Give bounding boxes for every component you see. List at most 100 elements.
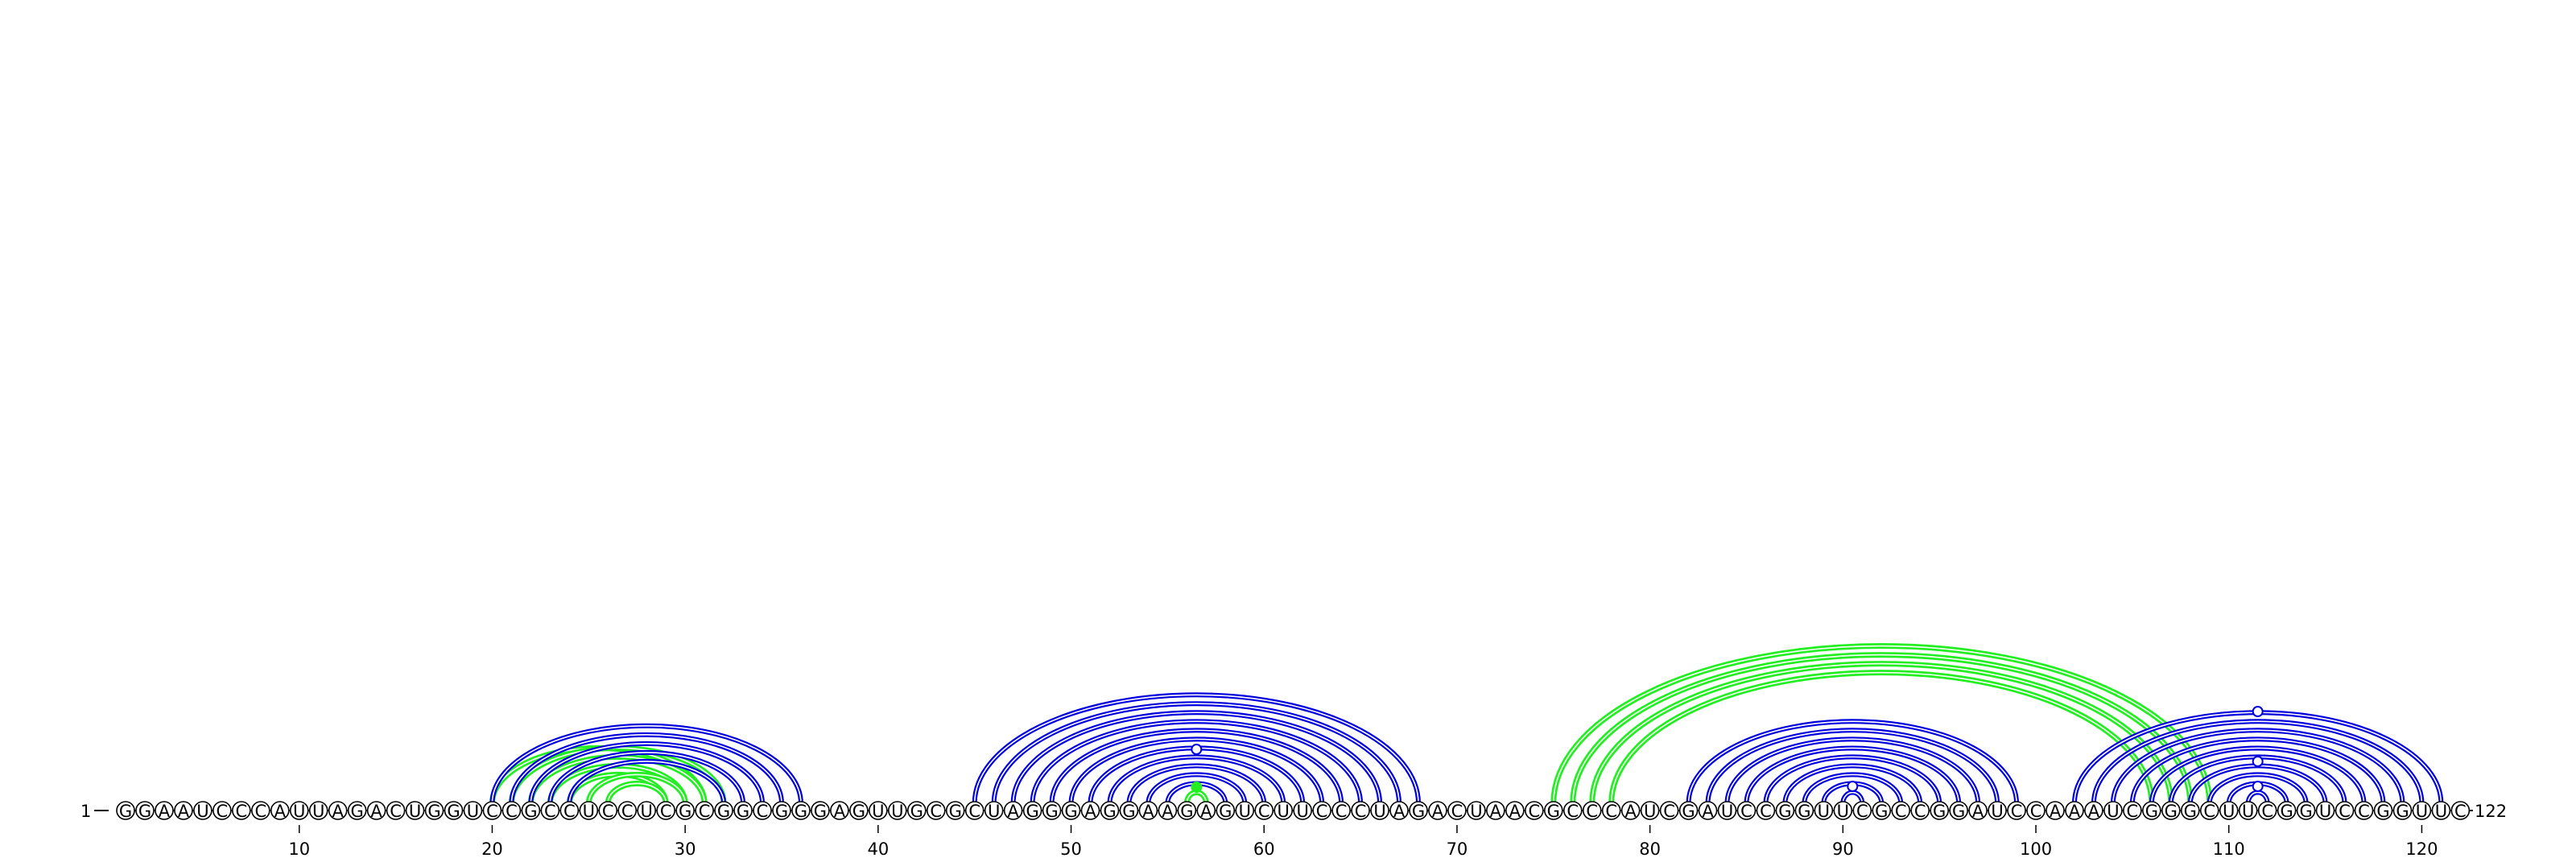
primary-pair-arc-core: [1803, 773, 1902, 804]
nucleotide: C: [386, 801, 406, 821]
nucleotide-circle: [753, 801, 772, 820]
nucleotide-letter: U: [312, 802, 324, 821]
primary-pair-arc-core: [1147, 773, 1246, 804]
nucleotide: U: [888, 801, 907, 821]
primary-pair-arc-core: [1842, 791, 1864, 804]
nucleotide: G: [116, 801, 135, 821]
nucleotide-circle: [733, 801, 753, 820]
nucleotide-letter: G: [2165, 802, 2178, 821]
nucleotide-circle: [366, 801, 386, 820]
nucleotide-letter: G: [1122, 802, 1135, 821]
nucleotide: G: [347, 801, 367, 821]
nucleotide: G: [1022, 801, 1042, 821]
primary-pair-arc-core: [568, 761, 724, 804]
nucleotide-circle: [155, 801, 174, 820]
nucleotide-letter: C: [1605, 802, 1617, 821]
nucleotide-circle: [1216, 801, 1236, 820]
nucleotide-circle: [1274, 801, 1293, 820]
nucleotide-letter: C: [2261, 802, 2273, 821]
nucleotide-letter: G: [1412, 802, 1425, 821]
nucleotide: C: [1351, 801, 1370, 821]
nucleotide-letter: A: [1432, 802, 1444, 821]
nucleotide-circle: [405, 801, 425, 820]
nucleotide-circle: [1678, 801, 1699, 820]
nucleotide: C: [232, 801, 251, 821]
nucleotide-letter: G: [814, 802, 827, 821]
nucleotide-letter: G: [427, 802, 440, 821]
nucleotide: G: [2142, 801, 2161, 821]
nucleotide: G: [444, 801, 464, 821]
nucleotide-circle: [811, 801, 830, 820]
nucleotide-circle: [2315, 801, 2335, 820]
nucleotide-letter: G: [737, 802, 749, 821]
nucleotide: A: [1158, 801, 1178, 821]
nucleotide: A: [1505, 801, 1525, 821]
nucleotide-circle: [1717, 801, 1737, 820]
tick-label: 110: [2213, 839, 2245, 858]
nucleotide-circle: [1331, 801, 1351, 820]
nucleotide-circle: [289, 801, 309, 820]
nucleotide-letter: A: [1084, 802, 1096, 821]
nucleotide-circle: [2065, 801, 2084, 820]
nucleotide: G: [2277, 801, 2297, 821]
nucleotide-letter: U: [583, 802, 595, 821]
tick-label: 60: [1253, 839, 1275, 858]
nucleotide: C: [1312, 801, 1331, 821]
nucleotide-circle: [675, 801, 695, 820]
nucleotide-circle: [1100, 801, 1120, 820]
nucleotide: A: [830, 801, 849, 821]
nucleotide: G: [2180, 801, 2200, 821]
nucleotide-letter: C: [660, 802, 672, 821]
nucleotide: C: [964, 801, 985, 821]
tick-label: 70: [1447, 839, 1468, 858]
nucleotide: C: [482, 801, 502, 821]
nucleotide-circle: [1293, 801, 1312, 820]
open-loop-marker: [1191, 744, 1203, 755]
nucleotide-letter: G: [2184, 802, 2197, 821]
nucleotide-circle: [1119, 801, 1139, 820]
nucleotide-circle: [2219, 801, 2239, 820]
nucleotide-letter: C: [1258, 802, 1270, 821]
nucleotide: C: [1891, 801, 1911, 821]
nucleotide-circle: [521, 801, 541, 820]
start-label: 1: [80, 802, 91, 821]
nucleotide-circle: [598, 801, 618, 820]
nucleotide-circle: [1620, 801, 1641, 820]
nucleotide: C: [1331, 801, 1351, 821]
nucleotide-letter: G: [775, 802, 788, 821]
nucleotide: G: [1678, 801, 1699, 821]
nucleotide-letter: C: [1335, 802, 1348, 821]
nucleotide-letter: U: [1470, 802, 1482, 821]
nucleotide-letter: C: [486, 802, 498, 821]
nucleotide: C: [1756, 801, 1776, 821]
nucleotide-letter: G: [1798, 802, 1810, 821]
nucleotide-letter: A: [1702, 802, 1714, 821]
primary-pair-arc-core: [1707, 729, 1998, 804]
nucleotide: C: [753, 801, 772, 821]
nucleotide-circle: [906, 801, 927, 820]
nucleotide-circle: [1640, 801, 1660, 820]
nucleotide-letter: G: [717, 802, 730, 821]
nucleotide-circle: [1158, 801, 1178, 820]
nucleotide-letter: A: [1624, 802, 1637, 821]
nucleotide-circle: [2412, 801, 2432, 820]
nucleotide: C: [2354, 801, 2374, 821]
nucleotide: A: [1196, 801, 1216, 821]
nucleotide: A: [1968, 801, 1988, 821]
nucleotide-letter: G: [1778, 802, 1791, 821]
primary-pair-arc-core: [530, 743, 763, 804]
nucleotide-circle: [1447, 801, 1467, 820]
nucleotide: C: [1447, 801, 1467, 821]
nucleotide: G: [1949, 801, 1968, 821]
tick-label: 100: [2020, 839, 2052, 858]
nucleotide-circle: [579, 801, 599, 820]
nucleotide: G: [733, 801, 753, 821]
nucleotide-circle: [2142, 801, 2161, 820]
tick-label: 40: [867, 839, 889, 858]
nucleotide-circle: [1872, 801, 1892, 820]
nucleotide: U: [308, 801, 328, 821]
nucleotide-letter: C: [1895, 802, 1907, 821]
primary-pair-arc-core: [510, 734, 782, 804]
nucleotide-circle: [1467, 801, 1486, 820]
